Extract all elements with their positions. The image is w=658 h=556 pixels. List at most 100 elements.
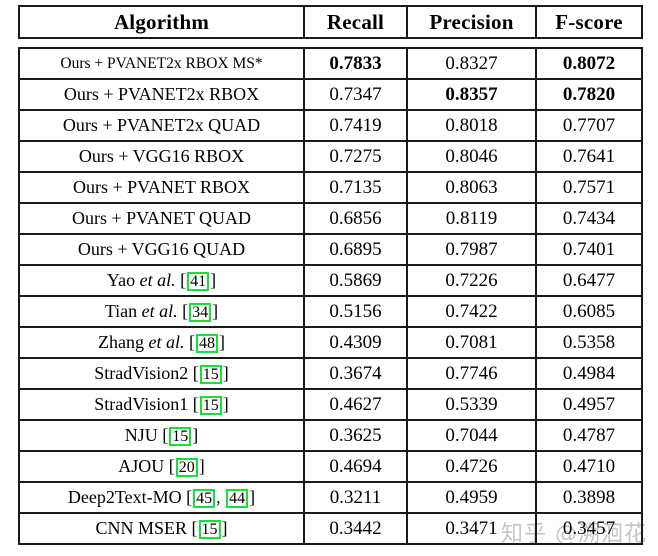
algorithm-text: Ours + VGG16 RBOX (78, 146, 245, 166)
algorithm-text: Ours + PVANET RBOX (72, 177, 250, 197)
algorithm-text: ] (222, 363, 229, 383)
fscore-cell: 0.4984 (535, 357, 643, 390)
table-header-row: Algorithm Recall Precision F-score (18, 5, 643, 39)
precision-cell: 0.8018 (406, 109, 537, 142)
fscore-cell: 0.5358 (535, 326, 643, 359)
table-row: Yao et al. [41] 0.5869 0.7226 0.6477 (18, 264, 643, 297)
algorithm-cell: Deep2Text-MO [45, 44] (18, 481, 305, 514)
citation-link[interactable]: 45 (193, 489, 216, 508)
citation-link[interactable]: 34 (189, 303, 212, 322)
algorithm-text: [ (177, 301, 189, 321)
table-row: Ours + PVANET2x RBOX MS* 0.7833 0.8327 0.80… (18, 47, 643, 80)
recall-cell: 0.5156 (303, 295, 408, 328)
table-row: NJU [15] 0.3625 0.7044 0.4787 (18, 419, 643, 452)
algorithm-text: ] (249, 487, 256, 507)
fscore-cell: 0.3457 (535, 512, 643, 545)
citation-link[interactable]: 41 (187, 272, 210, 291)
header-cell-precision: Precision (406, 5, 537, 39)
table-row: CNN MSER [15] 0.3442 0.3471 0.3457 (18, 512, 643, 545)
precision-cell: 0.8046 (406, 140, 537, 173)
citation-link[interactable]: 15 (199, 396, 222, 415)
algorithm-text: ] (210, 270, 217, 290)
fscore-cell: 0.4957 (535, 388, 643, 421)
precision-cell: 0.7422 (406, 295, 537, 328)
algorithm-text: StradVision2 [ (94, 363, 199, 383)
citation-link[interactable]: 48 (195, 334, 218, 353)
algorithm-cell: Yao et al. [41] (18, 264, 305, 297)
precision-cell: 0.7044 (406, 419, 537, 452)
algorithm-text: ] (218, 332, 225, 352)
fscore-cell: 0.7820 (535, 78, 643, 111)
algorithm-text: Yao (106, 270, 140, 290)
table-row: Ours + PVANET QUAD 0.6856 0.8119 0.7434 (18, 202, 643, 235)
algorithm-text: Deep2Text-MO [ (67, 487, 193, 507)
algorithm-cell: Zhang et al. [48] (18, 326, 305, 359)
header-cell-algorithm: Algorithm (18, 5, 305, 39)
fscore-cell: 0.7707 (535, 109, 643, 142)
precision-cell: 0.5339 (406, 388, 537, 421)
citation-link[interactable]: 20 (175, 458, 198, 477)
recall-cell: 0.3211 (303, 481, 408, 514)
algorithm-text: Ours + VGG16 QUAD (77, 239, 246, 259)
results-table-header: Algorithm Recall Precision F-score (18, 5, 643, 39)
fscore-cell: 0.7401 (535, 233, 643, 266)
precision-cell: 0.4959 (406, 481, 537, 514)
table-row: Ours + PVANET RBOX 0.7135 0.8063 0.7571 (18, 171, 643, 204)
recall-cell: 0.5869 (303, 264, 408, 297)
et-al-text: et al. (139, 270, 176, 290)
recall-cell: 0.4309 (303, 326, 408, 359)
fscore-cell: 0.7571 (535, 171, 643, 204)
algorithm-cell: StradVision1 [15] (18, 388, 305, 421)
citation-link[interactable]: 15 (199, 365, 222, 384)
algorithm-text: Ours + PVANET QUAD (72, 208, 251, 228)
results-table-body: Ours + PVANET2x RBOX MS* 0.7833 0.8327 0.80… (18, 47, 643, 545)
algorithm-cell: Ours + PVANET2x RBOX MS* (18, 47, 305, 80)
algorithm-cell: CNN MSER [15] (18, 512, 305, 545)
precision-cell: 0.7746 (406, 357, 537, 390)
fscore-cell: 0.4710 (535, 450, 643, 483)
precision-cell: 0.7081 (406, 326, 537, 359)
recall-cell: 0.4694 (303, 450, 408, 483)
algorithm-cell: Ours + PVANET2x QUAD (18, 109, 305, 142)
recall-cell: 0.3674 (303, 357, 408, 390)
table-row: Tian et al. [34] 0.5156 0.7422 0.6085 (18, 295, 643, 328)
table-row: Zhang et al. [48] 0.4309 0.7081 0.5358 (18, 326, 643, 359)
algorithm-text: StradVision1 [ (94, 394, 199, 414)
table-row: Ours + PVANET2x QUAD 0.7419 0.8018 0.7707 (18, 109, 643, 142)
recall-cell: 0.6895 (303, 233, 408, 266)
fscore-cell: 0.6477 (535, 264, 643, 297)
recall-cell: 0.7135 (303, 171, 408, 204)
algorithm-cell: Ours + VGG16 RBOX (18, 140, 305, 173)
algorithm-text: NJU [ (124, 425, 169, 445)
algorithm-text: ] (222, 394, 229, 414)
algorithm-text: [ (175, 270, 187, 290)
table-row: StradVision2 [15] 0.3674 0.7746 0.4984 (18, 357, 643, 390)
recall-cell: 0.3625 (303, 419, 408, 452)
header-cell-fscore: F-score (535, 5, 643, 39)
fscore-cell: 0.4787 (535, 419, 643, 452)
citation-link[interactable]: 15 (198, 520, 221, 539)
citation-link[interactable]: 15 (169, 427, 192, 446)
algorithm-cell: Ours + VGG16 QUAD (18, 233, 305, 266)
recall-cell: 0.7275 (303, 140, 408, 173)
algorithm-text: [ (184, 332, 195, 352)
et-al-text: et al. (148, 332, 185, 352)
table-row: AJOU [20] 0.4694 0.4726 0.4710 (18, 450, 643, 483)
algorithm-text: Ours + PVANET2x RBOX MS* (60, 54, 263, 72)
algorithm-cell: Ours + PVANET RBOX (18, 171, 305, 204)
algorithm-text: CNN MSER [ (95, 518, 198, 538)
recall-cell: 0.7347 (303, 78, 408, 111)
recall-cell: 0.7833 (303, 47, 408, 80)
results-table-rows: Ours + PVANET2x RBOX MS* 0.7833 0.8327 0.80… (18, 47, 643, 545)
fscore-cell: 0.7434 (535, 202, 643, 235)
precision-cell: 0.8357 (406, 78, 537, 111)
recall-cell: 0.7419 (303, 109, 408, 142)
algorithm-cell: StradVision2 [15] (18, 357, 305, 390)
fscore-cell: 0.3898 (535, 481, 643, 514)
et-al-text: et al. (141, 301, 178, 321)
algorithm-cell: Ours + PVANET2x RBOX (18, 78, 305, 111)
algorithm-text: Ours + PVANET2x QUAD (62, 115, 261, 135)
citation-link[interactable]: 44 (226, 489, 249, 508)
algorithm-text: ] (221, 518, 228, 538)
algorithm-text: , (216, 487, 226, 507)
